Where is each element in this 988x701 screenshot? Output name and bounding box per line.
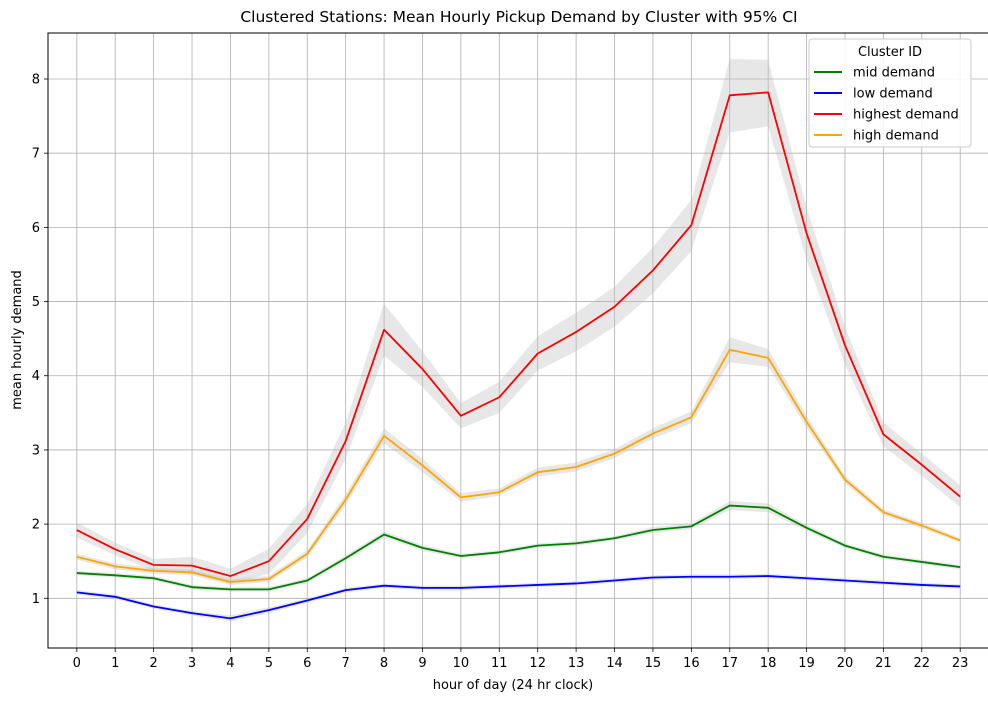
legend-box bbox=[808, 38, 972, 148]
y-tick-label: 4 bbox=[32, 369, 40, 384]
legend-title: Cluster ID bbox=[858, 45, 922, 60]
x-tick-label: 4 bbox=[226, 656, 234, 671]
x-tick-label: 18 bbox=[760, 656, 777, 671]
x-tick-label: 21 bbox=[875, 656, 892, 671]
series-lines bbox=[76, 91, 961, 620]
y-tick-label: 7 bbox=[32, 147, 40, 162]
x-tick-label: 15 bbox=[645, 656, 662, 671]
x-tick-label: 23 bbox=[952, 656, 969, 671]
x-tick-label: 22 bbox=[914, 656, 931, 671]
series-line-low-demand bbox=[76, 575, 961, 620]
x-tick-label: 16 bbox=[683, 656, 700, 671]
series-line-highest-demand bbox=[76, 91, 961, 577]
x-tick-label: 3 bbox=[188, 656, 196, 671]
confidence-bands bbox=[76, 58, 961, 622]
legend-entries: mid demand low demand highest demand high d… bbox=[814, 66, 959, 144]
y-tick-label: 3 bbox=[32, 443, 40, 458]
x-tick-label: 8 bbox=[380, 656, 388, 671]
x-tick-label: 1 bbox=[111, 656, 119, 671]
legend: Cluster ID mid demand low demand highest d… bbox=[808, 38, 972, 148]
x-tick-label: 6 bbox=[303, 656, 311, 671]
x-tick-label: 0 bbox=[73, 656, 81, 671]
legend-label: highest demand bbox=[853, 108, 959, 123]
x-tick-label: 12 bbox=[529, 656, 546, 671]
y-tick-label: 5 bbox=[32, 295, 40, 310]
x-tick-label: 19 bbox=[798, 656, 815, 671]
x-tick-label: 2 bbox=[149, 656, 157, 671]
x-tick-label: 11 bbox=[491, 656, 508, 671]
x-tick-label: 9 bbox=[418, 656, 426, 671]
x-tick-label: 14 bbox=[606, 656, 623, 671]
ci-band-low-demand bbox=[76, 573, 961, 622]
y-tick-label: 8 bbox=[32, 72, 40, 87]
series-line-mid-demand bbox=[76, 504, 961, 591]
x-tick-label: 7 bbox=[342, 656, 350, 671]
y-tick-label: 6 bbox=[32, 221, 40, 236]
series-line-high-demand bbox=[76, 348, 961, 583]
x-tick-label: 20 bbox=[837, 656, 854, 671]
plot-frame bbox=[47, 32, 988, 649]
x-tick-label: 10 bbox=[453, 656, 470, 671]
ci-band-mid-demand bbox=[76, 501, 961, 592]
y-axis-ticks: 1 2 3 4 5 6 7 8 bbox=[32, 72, 48, 607]
y-tick-label: 2 bbox=[32, 518, 40, 533]
legend-label: high demand bbox=[853, 129, 939, 144]
legend-label: low demand bbox=[853, 87, 933, 102]
x-tick-label: 17 bbox=[721, 656, 738, 671]
y-axis-label: mean hourly demand bbox=[10, 270, 25, 410]
grid bbox=[48, 33, 988, 648]
x-axis-label: hour of day (24 hr clock) bbox=[433, 678, 594, 693]
x-tick-label: 5 bbox=[265, 656, 273, 671]
x-axis-ticks: 0 1 2 3 4 5 6 7 8 9 10 11 12 13 14 15 16 17 18 19 20 21 22 23 bbox=[73, 648, 969, 671]
y-tick-label: 1 bbox=[32, 592, 40, 607]
chart-title: Clustered Stations: Mean Hourly Pickup D… bbox=[240, 8, 797, 26]
legend-label: mid demand bbox=[853, 66, 935, 81]
x-tick-label: 13 bbox=[568, 656, 585, 671]
